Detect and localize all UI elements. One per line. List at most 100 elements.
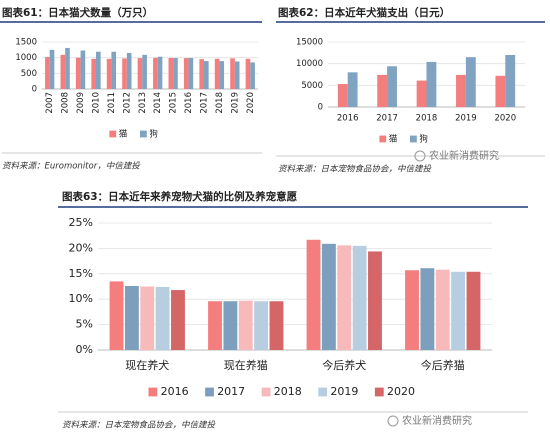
- y-tick-label: 500: [21, 69, 37, 79]
- legend-swatch: [109, 130, 117, 138]
- legend-label: 猫: [119, 129, 128, 140]
- bar: [230, 58, 235, 89]
- bar: [91, 58, 96, 89]
- x-tick-label: 现在养猫: [224, 358, 268, 372]
- bar: [238, 300, 253, 350]
- watermark: 农业新消费研究: [429, 149, 499, 162]
- bar: [183, 58, 189, 89]
- source: 资料来源：日本宠物食品协会，中信建投: [278, 164, 433, 175]
- bar: [80, 50, 86, 89]
- legend-swatch: [318, 387, 328, 397]
- y-tick-label: 25%: [69, 216, 93, 229]
- watermark: 农业新消费研究: [402, 414, 472, 427]
- bar: [204, 61, 209, 89]
- legend-label: 2020: [387, 385, 415, 398]
- bar: [208, 301, 222, 350]
- bar: [245, 58, 251, 89]
- y-tick-label: 10000: [296, 59, 323, 69]
- source: 资料来源：Euromonitor，中信建投: [2, 161, 141, 172]
- bar: [377, 74, 388, 107]
- x-tick-label: 2016: [184, 92, 194, 114]
- bar: [122, 58, 127, 89]
- bar: [337, 245, 352, 350]
- y-tick-label: 15000: [296, 38, 323, 48]
- chart-title: 图表63：日本近年来养宠物犬猫的比例及养宠意愿: [62, 190, 298, 203]
- y-tick-label: 20%: [69, 241, 93, 254]
- bar: [199, 59, 204, 89]
- legend-label: 2017: [217, 385, 245, 398]
- bar: [347, 72, 358, 107]
- bar: [214, 58, 220, 89]
- bar: [435, 269, 450, 350]
- y-tick-label: 0: [32, 85, 37, 95]
- legend-swatch: [140, 130, 147, 138]
- bar: [405, 270, 419, 350]
- bar: [505, 55, 516, 107]
- legend-swatch: [205, 387, 214, 397]
- legend-label: 狗: [149, 129, 158, 140]
- legend-swatch: [148, 387, 158, 397]
- y-tick-label: 5%: [76, 318, 93, 331]
- x-tick-label: 2019: [230, 92, 240, 114]
- y-tick-label: 10%: [69, 292, 93, 305]
- bar: [466, 271, 481, 350]
- y-tick-label: 0%: [76, 343, 93, 356]
- x-tick-label: 今后养猫: [421, 358, 465, 372]
- legend-label: 2016: [161, 385, 189, 398]
- bar: [60, 54, 66, 89]
- x-tick-label: 2012: [122, 92, 132, 114]
- bar: [416, 80, 427, 107]
- bar: [126, 52, 132, 89]
- bar: [465, 57, 476, 107]
- bar: [306, 239, 321, 350]
- bar: [45, 57, 50, 89]
- bar: [157, 56, 163, 89]
- x-tick-label: 2015: [169, 92, 179, 114]
- y-tick-label: 15%: [69, 267, 93, 280]
- bar: [495, 75, 506, 107]
- bar: [171, 290, 185, 350]
- bar: [96, 51, 101, 89]
- bar: [153, 57, 158, 89]
- bar: [269, 301, 284, 350]
- bar: [173, 57, 178, 89]
- watermark-icon: [387, 415, 399, 427]
- bar: [65, 47, 70, 89]
- legend-swatch: [410, 135, 417, 143]
- chart-title: 图表61：日本猫犬数量（万只）: [2, 6, 153, 19]
- bar: [250, 62, 255, 89]
- x-tick-label: 2020: [494, 114, 516, 124]
- watermark-icon: [414, 150, 426, 162]
- bar: [420, 268, 435, 350]
- x-tick-label: 2010: [92, 92, 102, 114]
- x-tick-label: 2007: [45, 92, 55, 114]
- x-tick-label: 2018: [215, 92, 225, 114]
- bar: [109, 281, 124, 350]
- legend-label: 猫: [389, 134, 398, 145]
- bar: [451, 271, 466, 350]
- bar: [337, 84, 348, 107]
- bar: [124, 285, 139, 350]
- bar: [219, 61, 225, 89]
- y-tick-label: 5000: [301, 81, 323, 91]
- legend-swatch: [379, 135, 387, 143]
- legend-swatch: [374, 387, 384, 397]
- bar: [223, 301, 238, 350]
- y-tick-label: 0: [318, 103, 323, 113]
- x-tick-label: 2008: [61, 92, 71, 114]
- x-tick-label: 今后养犬: [322, 358, 366, 372]
- bar: [321, 243, 336, 350]
- bar: [254, 301, 269, 350]
- y-tick-label: 1000: [15, 53, 37, 63]
- x-tick-label: 2009: [76, 92, 86, 114]
- x-tick-label: 2017: [376, 114, 398, 124]
- bar: [426, 61, 437, 107]
- source: 资料来源：日本宠物食品协会，中信建投: [62, 420, 217, 431]
- x-tick-label: 2016: [337, 114, 359, 124]
- bar: [188, 57, 194, 89]
- bar: [111, 51, 117, 89]
- bar: [352, 245, 367, 350]
- bar: [387, 66, 397, 107]
- legend-label: 狗: [419, 134, 428, 145]
- bar: [75, 57, 81, 89]
